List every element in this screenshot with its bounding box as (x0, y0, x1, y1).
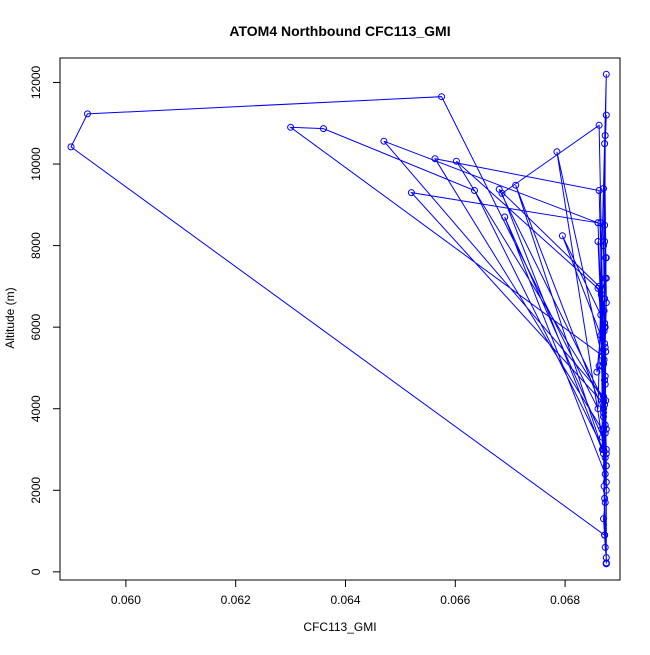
series-layer (67, 70, 610, 568)
data-point (601, 376, 609, 384)
data-point (600, 482, 608, 490)
data-point (600, 413, 607, 421)
data-point (601, 372, 609, 380)
data-point (601, 470, 609, 478)
data-point (452, 157, 460, 165)
data-point (407, 189, 415, 197)
data-point (601, 454, 609, 462)
data-point (600, 360, 607, 368)
data-point (602, 478, 610, 486)
data-point (600, 242, 607, 250)
data-point (597, 311, 605, 319)
y-tick-label: 10000 (29, 147, 43, 181)
x-tick-label: 0.060 (111, 593, 141, 607)
data-point (602, 486, 610, 494)
data-point (601, 340, 609, 347)
data-point (601, 140, 609, 148)
data-point (600, 450, 607, 458)
x-tick-label: 0.064 (330, 593, 360, 607)
data-point (594, 405, 602, 413)
data-point (471, 187, 478, 194)
data-point (595, 282, 603, 290)
y-axis: 0 2000 4000 6000 8000 10000 12000 (29, 65, 61, 575)
data-point (600, 425, 607, 433)
data-point (597, 331, 605, 339)
data-point (601, 380, 609, 388)
y-tick-label: 2000 (29, 477, 43, 504)
data-point (597, 219, 605, 227)
data-point (600, 185, 607, 192)
data-point (600, 397, 607, 405)
data-point (595, 187, 603, 194)
data-point (594, 238, 602, 245)
data-point (601, 494, 609, 502)
data-point (599, 311, 607, 319)
data-point (602, 397, 610, 405)
data-point (601, 323, 609, 331)
data-point (602, 111, 610, 119)
data-point (558, 232, 566, 240)
data-point (602, 559, 610, 567)
x-tick-label: 0.068 (550, 593, 580, 607)
data-point (602, 254, 610, 262)
data-point (84, 110, 91, 118)
data-point (600, 356, 608, 364)
data-point (595, 121, 603, 129)
data-point (598, 433, 606, 441)
data-point (602, 299, 610, 307)
data-point (498, 189, 506, 197)
data-point (601, 221, 609, 229)
x-tick-label: 0.066 (440, 593, 470, 607)
x-tick-label: 0.062 (221, 593, 251, 607)
data-point (287, 123, 295, 131)
data-point (553, 148, 561, 156)
data-point (601, 274, 609, 282)
data-point (600, 515, 607, 523)
x-axis: 0.060 0.062 0.064 0.066 0.068 (111, 579, 580, 607)
data-point (593, 368, 601, 376)
data-point (601, 238, 609, 245)
data-point (431, 155, 439, 163)
y-tick-label: 12000 (29, 65, 43, 99)
data-point (601, 543, 609, 551)
data-point (601, 401, 609, 409)
y-tick-label: 0 (29, 568, 43, 575)
x-axis-label: CFC113_GMI (303, 620, 376, 634)
data-point (601, 319, 609, 327)
data-point (602, 462, 610, 470)
data-point (601, 344, 609, 351)
data-point (512, 181, 520, 189)
data-point (67, 143, 75, 151)
y-tick-label: 8000 (29, 232, 43, 259)
chart-title: ATOM4 Northbound CFC113_GMI (229, 23, 450, 39)
data-point (595, 362, 603, 370)
data-point (601, 531, 609, 539)
data-point (598, 352, 606, 360)
data-point (320, 125, 327, 133)
data-point (600, 409, 607, 417)
y-tick-label: 4000 (29, 395, 43, 422)
data-point (602, 425, 610, 433)
data-point (601, 132, 609, 139)
data-point (380, 137, 388, 145)
data-point (438, 93, 446, 101)
data-point (602, 70, 610, 78)
data-point (597, 291, 605, 298)
data-point (594, 219, 602, 227)
data-point (501, 213, 509, 221)
data-point (600, 446, 607, 453)
y-axis-label: Altitude (m) (3, 287, 17, 348)
data-point (601, 499, 609, 506)
y-tick-label: 6000 (29, 313, 43, 340)
data-point (600, 393, 607, 400)
